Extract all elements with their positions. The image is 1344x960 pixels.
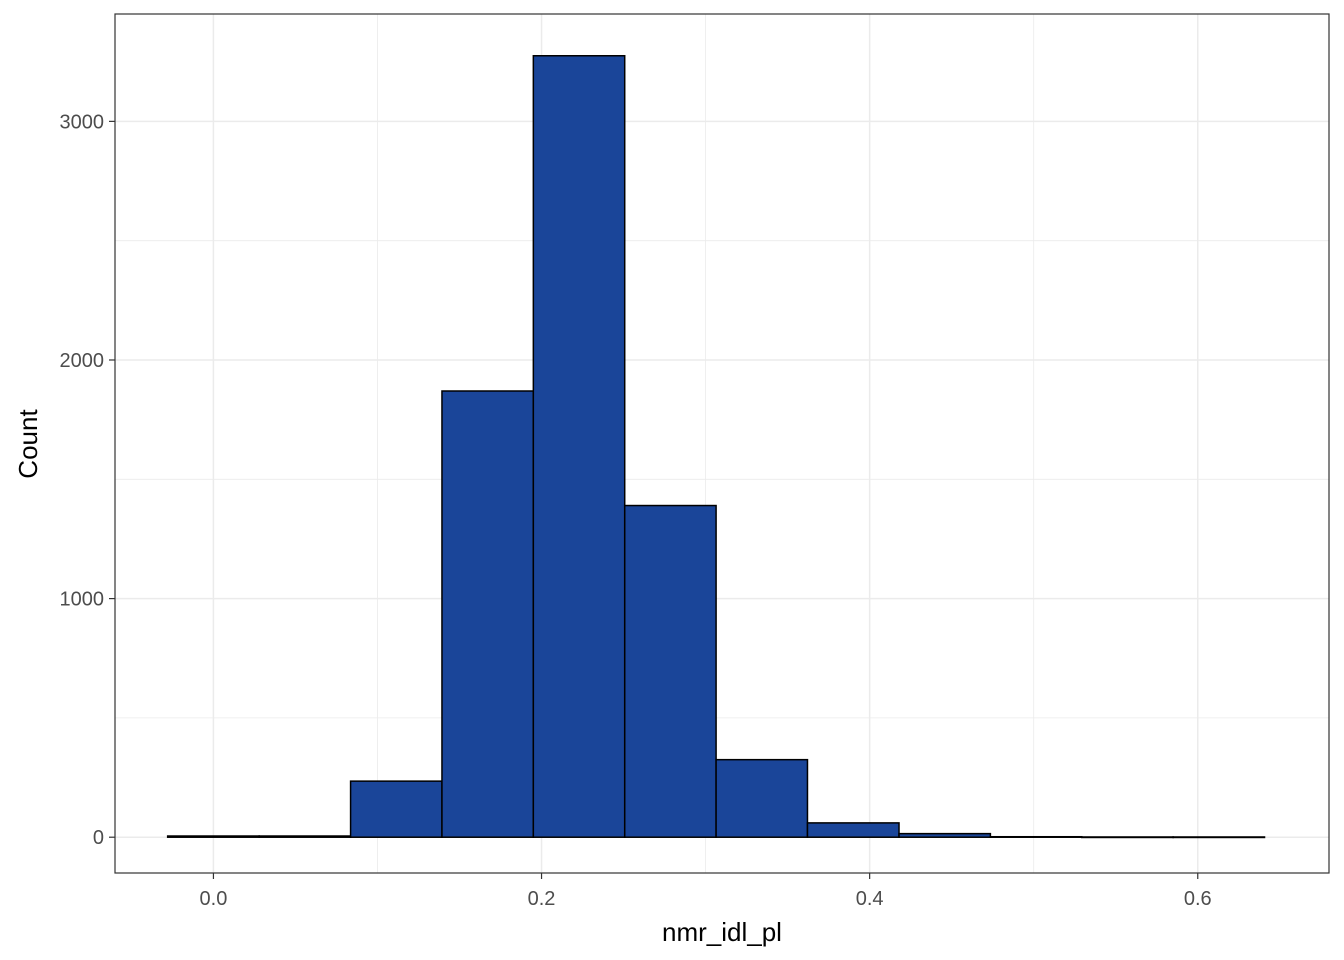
histogram-bar-11	[1172, 836, 1266, 839]
histogram-bar-3	[441, 390, 535, 838]
histogram-bar-9	[989, 835, 1083, 838]
histogram-bars	[166, 55, 1266, 839]
histogram-bar-10	[1081, 836, 1174, 839]
histogram-bar-5	[623, 504, 717, 838]
x-tick-label: 0.6	[1184, 888, 1212, 910]
y-tick-label: 3000	[60, 111, 105, 133]
histogram-bar-6	[715, 758, 809, 838]
panel-border	[114, 13, 1330, 874]
x-axis-ticks: 0.0 0.2 0.4 0.6	[200, 873, 1212, 910]
x-tick-label: 0.2	[528, 888, 556, 910]
y-tick-label: 1000	[60, 589, 105, 611]
y-axis-title: Count	[13, 409, 43, 479]
x-axis-title: nmr_idl_pl	[662, 917, 782, 947]
histogram-bar-4	[532, 55, 626, 838]
minor-gridlines	[115, 14, 1329, 873]
y-tick-label: 2000	[60, 350, 105, 372]
x-tick-label: 0.4	[856, 888, 884, 910]
histogram-bar-7	[806, 822, 900, 838]
histogram-bar-1	[258, 835, 352, 838]
y-tick-label: 0	[93, 827, 104, 849]
x-tick-label: 0.0	[200, 888, 228, 910]
y-axis-ticks: 0 1000 2000 3000	[60, 111, 115, 849]
histogram-bar-2	[349, 780, 443, 838]
histogram-bar-0	[166, 835, 260, 838]
histogram-bar-8	[898, 832, 992, 838]
